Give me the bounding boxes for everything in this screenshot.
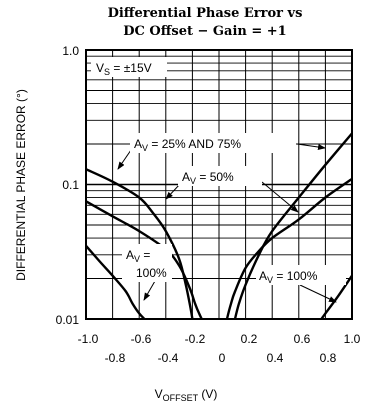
series-line-1 xyxy=(85,168,194,320)
annotation-arrow xyxy=(117,149,132,170)
annotation-av-100-left: AV = xyxy=(126,248,150,264)
chart-title-line2: DC Offset − Gain = +1 xyxy=(123,24,286,39)
series-line-5 xyxy=(225,177,353,320)
y-axis-label: DIFFERENTIAL PHASE ERROR (°) xyxy=(14,89,28,281)
annotation-av-100-right: AV = 100% xyxy=(259,269,318,285)
x-tick-label: -0.6 xyxy=(131,332,152,346)
y-tick-label: 0.01 xyxy=(56,313,80,327)
x-tick-label: 0.6 xyxy=(294,332,311,346)
annotation-background xyxy=(256,265,346,285)
x-tick-label: -1.0 xyxy=(78,332,99,346)
annotation-arrow xyxy=(296,143,326,150)
plot-frame xyxy=(85,49,353,320)
annotation-background xyxy=(122,244,172,282)
annotation-background xyxy=(91,57,167,77)
annotation-arrow xyxy=(165,183,181,200)
series-line-4 xyxy=(233,132,353,320)
series-line-2 xyxy=(85,200,203,320)
x-tick-label: -0.2 xyxy=(185,332,206,346)
x-tick-label: -0.8 xyxy=(105,351,126,365)
annotation-av-100-left-line2: 100% xyxy=(136,266,167,280)
x-tick-label: 0 xyxy=(219,351,226,365)
x-tick-label: 1.0 xyxy=(344,332,361,346)
annotation-background xyxy=(178,166,262,186)
x-axis-label: VOFFSET (V) xyxy=(155,387,218,403)
annotation-av-25-75: AV = 25% AND 75% xyxy=(134,137,241,153)
series-line-6 xyxy=(320,275,353,320)
chart-title-line1: Differential Phase Error vs xyxy=(108,6,303,21)
x-tick-label: -0.4 xyxy=(158,351,179,365)
annotation-av-50: AV = 50% xyxy=(182,170,234,186)
series-layer xyxy=(85,132,353,320)
annotation-arrow xyxy=(261,181,299,213)
y-tick-label: 0.1 xyxy=(62,178,79,192)
annotation-background xyxy=(130,133,296,153)
x-tick-label: 0.4 xyxy=(267,351,284,365)
annotation-arrow xyxy=(299,284,337,303)
annotation-supply: VS = ±15V xyxy=(96,61,152,77)
annotation-arrow xyxy=(143,280,156,301)
x-tick-label: 0.8 xyxy=(320,351,337,365)
y-tick-label: 1.0 xyxy=(62,44,79,58)
series-line-3 xyxy=(85,245,146,320)
x-tick-label: 0.2 xyxy=(241,332,258,346)
